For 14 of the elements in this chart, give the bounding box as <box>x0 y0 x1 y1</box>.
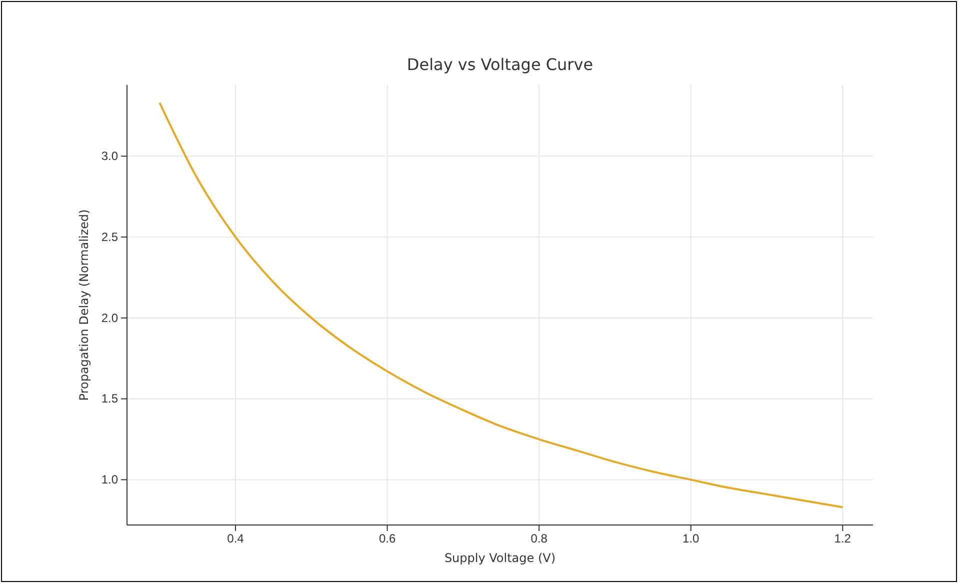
y-tick-label: 3.0 <box>101 149 118 164</box>
chart-title: Delay vs Voltage Curve <box>406 55 594 74</box>
y-tick-label: 1.5 <box>101 392 118 406</box>
y-tick-label: 2.0 <box>101 310 118 325</box>
y-tick-label: 2.5 <box>101 230 118 244</box>
x-tick-label: 0.4 <box>227 532 244 546</box>
line-series <box>158 102 844 508</box>
y-tick-label: 1.0 <box>101 472 118 487</box>
y-axis-title: Propagation Delay (Normalized) <box>77 209 91 401</box>
x-tick-label: 1.0 <box>682 532 700 546</box>
x-tick-label: 1.2 <box>834 532 852 546</box>
x-axis-title: Supply Voltage (V) <box>444 551 556 565</box>
x-tick-label: 0.6 <box>378 532 396 546</box>
x-tick-label: 0.8 <box>530 532 548 546</box>
